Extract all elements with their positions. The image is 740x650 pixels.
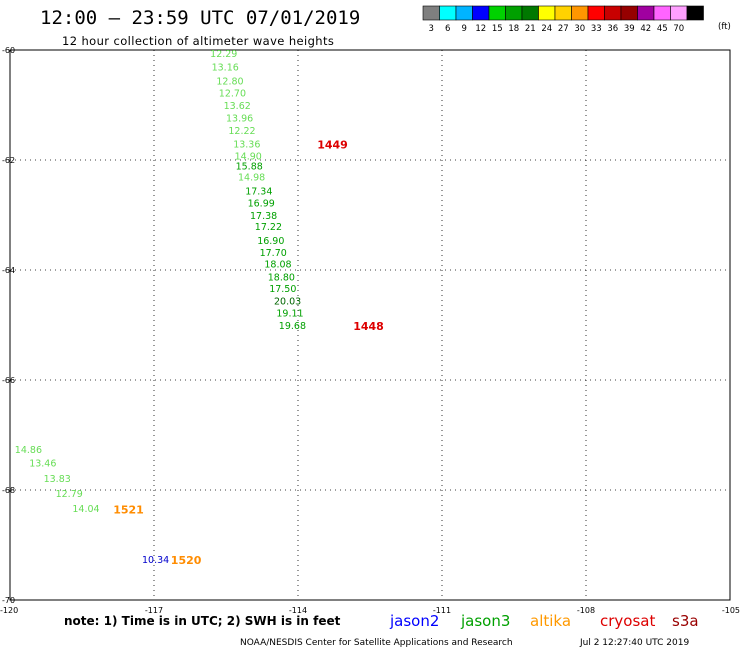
- wave-height-value: 12.80: [216, 76, 243, 87]
- colorbar-swatch: [538, 5, 556, 21]
- colorbar-swatch: [521, 5, 539, 21]
- colorbar-swatch: [505, 5, 523, 21]
- map-frame: [9, 49, 731, 601]
- wave-height-value: 14.90: [235, 152, 262, 163]
- wave-height-value: 13.96: [226, 114, 253, 125]
- colorbar-swatch: [571, 5, 589, 21]
- latitude-tick-label: -70: [2, 596, 15, 605]
- longitude-tick-label: -111: [433, 606, 451, 615]
- longitude-tick-label: -114: [289, 606, 307, 615]
- colorbar-label: 15: [492, 24, 503, 34]
- colorbar-label: 70: [673, 24, 684, 34]
- colorbar-swatch: [686, 5, 704, 21]
- satellite-legend: jason2 jason3 altika cryosat s3a: [389, 612, 699, 630]
- colorbar-label: 27: [558, 24, 569, 34]
- colorbar-label: 12: [475, 24, 486, 34]
- colorbar-label: 24: [541, 24, 552, 34]
- wave-height-value: 13.16: [212, 63, 239, 74]
- satellite-name: cryosat: [600, 612, 655, 630]
- wave-height-value: 18.80: [268, 273, 295, 284]
- colorbar-label: 39: [624, 24, 635, 34]
- colorbar-swatch: [604, 5, 622, 21]
- pass-time-label: 1520: [171, 554, 202, 567]
- timestamp: Jul 2 12:27:40 UTC 2019: [579, 638, 689, 648]
- graticule: [10, 50, 730, 600]
- latitude-tick-label: -62: [2, 156, 15, 165]
- longitude-tick-label: -120: [0, 606, 18, 615]
- colorbar-label: 42: [640, 24, 651, 34]
- colorbar-label: 3: [429, 24, 434, 34]
- colorbar-label: 18: [508, 24, 519, 34]
- satellite-name: s3a: [672, 612, 699, 630]
- wave-height-value: 17.70: [260, 248, 287, 259]
- colorbar-label: 6: [445, 24, 450, 34]
- wave-height-value: 19.68: [279, 321, 306, 332]
- wave-height-value: 14.86: [15, 445, 42, 456]
- wave-height-value: 13.36: [233, 140, 260, 151]
- wave-height-value: 13.46: [29, 459, 56, 470]
- colorbar-label: 33: [591, 24, 602, 34]
- map-subtitle: 12 hour collection of altimeter wave hei…: [62, 34, 334, 48]
- wave-height-value: 17.38: [250, 211, 277, 222]
- wave-height-value: 18.08: [264, 259, 291, 270]
- colorbar-swatch: [637, 5, 655, 21]
- pass-time-label: 1449: [317, 139, 348, 152]
- colorbar-label: 45: [657, 24, 668, 34]
- satellite-name: jason2: [389, 612, 439, 630]
- colorbar-swatch: [620, 5, 638, 21]
- units-note: note: 1) Time is in UTC; 2) SWH is in fe…: [64, 614, 341, 628]
- colorbar-swatch: [554, 5, 572, 21]
- longitude-tick-label: -117: [145, 606, 163, 615]
- colorbar-swatch: [488, 5, 506, 21]
- latitude-tick-label: -66: [2, 376, 15, 385]
- wave-height-value: 13.83: [44, 474, 71, 485]
- wave-height-value: 16.90: [257, 236, 284, 247]
- colorbar-swatch: [422, 5, 440, 21]
- colorbar-swatch: [653, 5, 671, 21]
- pass-time-label: 1521: [113, 503, 144, 516]
- wave-height-value: 12.79: [56, 489, 83, 500]
- wave-height-value: 20.03: [274, 296, 301, 307]
- wave-height-value: 12.29: [210, 49, 237, 60]
- latitude-tick-label: -60: [2, 46, 15, 55]
- latitude-tick-label: -64: [2, 266, 15, 275]
- pass-time-labels: 1449 1448 1521 1520: [113, 139, 384, 567]
- colorbar-swatch: [439, 5, 457, 21]
- longitude-labels: -120 -117 -114 -111 -108 -105: [0, 606, 740, 615]
- map-title: 12:00 – 23:59 UTC 07/01/2019: [40, 7, 360, 29]
- wave-height-value: 17.50: [269, 284, 296, 295]
- latitude-tick-label: -68: [2, 486, 15, 495]
- wave-height-value: 17.34: [245, 186, 272, 197]
- wave-height-value: 12.22: [228, 126, 255, 137]
- colorbar-unit: (ft): [718, 22, 731, 32]
- wave-height-value: 14.04: [72, 504, 99, 515]
- wave-height-value: 14.98: [238, 173, 265, 184]
- pass-time-label: 1448: [353, 320, 384, 333]
- wave-height-value: 17.22: [255, 222, 282, 233]
- colorbar-label: 36: [607, 24, 618, 34]
- latitude-labels: -60 -62 -64 -66 -68 -70: [2, 46, 15, 605]
- wave-height-value: 13.62: [224, 101, 251, 112]
- colorbar-swatch: [455, 5, 473, 21]
- colorbar-label: 9: [462, 24, 467, 34]
- satellite-name: altika: [530, 612, 571, 630]
- wave-height-value: 10.34: [142, 555, 169, 566]
- wave-height-value: 12.70: [219, 88, 246, 99]
- colorbar-label: 30: [574, 24, 585, 34]
- color-legend: 3 6 9 12 15 18 21 24 27 30 33 36 39 42 45 70: [422, 5, 704, 34]
- credit-line: NOAA/NESDIS Center for Satellite Applica…: [240, 638, 513, 648]
- wave-height-value: 15.88: [236, 162, 263, 173]
- wave-height-value: 16.99: [248, 198, 275, 209]
- wave-height-value: 19.11: [276, 308, 303, 319]
- longitude-tick-label: -105: [722, 606, 740, 615]
- satellite-name: jason3: [460, 612, 510, 630]
- colorbar-swatch: [670, 5, 688, 21]
- colorbar-swatch: [472, 5, 490, 21]
- colorbar-label: 21: [525, 24, 536, 34]
- longitude-tick-label: -108: [577, 606, 595, 615]
- colorbar-swatch: [587, 5, 605, 21]
